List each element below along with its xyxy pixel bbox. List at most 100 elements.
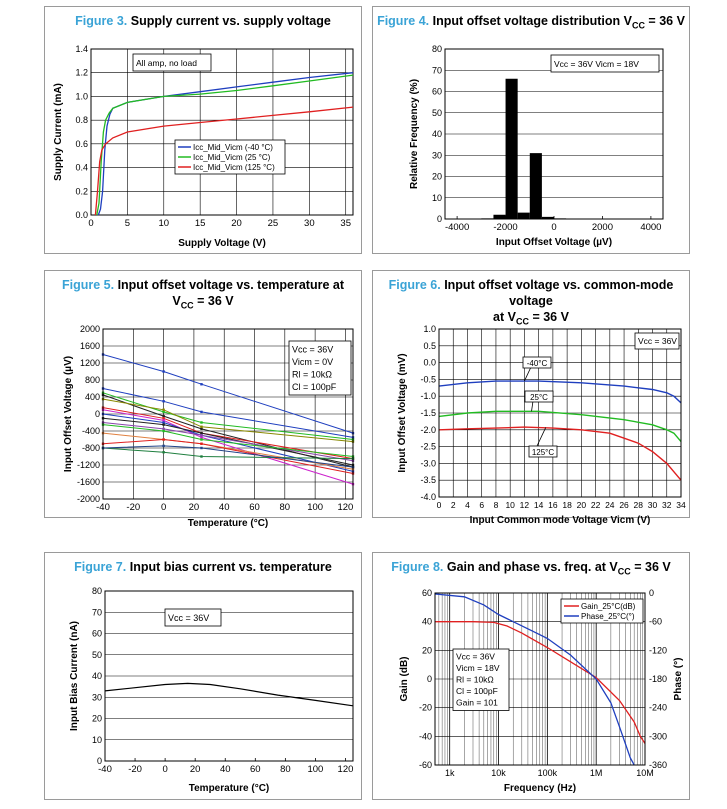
x-tick-label: 10 xyxy=(158,218,169,229)
x-tick-label: 40 xyxy=(219,502,230,513)
legend-box xyxy=(560,598,644,624)
histogram-bar xyxy=(529,153,542,219)
panel-fig7: Figure 7. Input bias current vs. tempera… xyxy=(44,552,362,800)
y-axis-label: Relative Frequency (%) xyxy=(409,79,420,189)
x-tick-label: 30 xyxy=(648,500,658,510)
x-tick-label: 80 xyxy=(280,764,291,775)
figure-title-text: Input bias current vs. temperature xyxy=(129,560,332,574)
y-tick-label: 40 xyxy=(432,129,442,139)
y-tick-label: -1.5 xyxy=(420,408,436,418)
y-tick-label: -3.5 xyxy=(420,475,436,485)
chart-fig6: 0 2 4 6 8 10 12 14 16 18 20 22 24 26 28 30 32 34-4.0-3.5-… xyxy=(397,324,686,526)
x-tick-label: -2000 xyxy=(493,222,517,233)
y-tick-label: 0.8 xyxy=(75,115,88,125)
series-marker xyxy=(162,417,165,420)
y-tick-label: -3.0 xyxy=(420,458,436,468)
callout-box xyxy=(528,445,558,458)
figure-title-tail: = 36 V xyxy=(193,294,234,308)
y-tick-label: 0.0 xyxy=(75,210,88,220)
x-tick-label: 1M xyxy=(590,768,603,778)
series-line xyxy=(438,426,682,481)
callout-box xyxy=(524,390,554,403)
series-marker xyxy=(162,427,165,431)
series-marker xyxy=(200,431,203,435)
chart-fig7: -40 -20 0 20 40 60 80 100 120 0 10 20 30 40 50 60 70 80 Vc… xyxy=(69,586,354,794)
y-tick-label: 30 xyxy=(432,150,442,160)
figure-title: Figure 7. Input bias current vs. tempera… xyxy=(45,559,361,575)
x-tick-label: 4000 xyxy=(640,222,661,233)
callout-leader xyxy=(536,427,547,447)
x-tick-label: 0 xyxy=(551,222,556,233)
y-tick-label: 60 xyxy=(432,87,442,97)
y2-tick-label: -360 xyxy=(649,760,667,770)
y-tick-label: 70 xyxy=(92,607,102,617)
y-tick-label: 0 xyxy=(95,409,100,419)
series-marker xyxy=(162,400,165,403)
annotation-text: Cl = 100pF xyxy=(456,686,498,696)
y-tick-label: -2.5 xyxy=(420,442,436,452)
y-tick-label: 400 xyxy=(85,392,100,402)
x-tick-label: 20 xyxy=(231,218,242,229)
series-line xyxy=(94,106,354,216)
legend-label: Phase_25°C(°) xyxy=(581,612,635,621)
annotation-box xyxy=(634,332,680,350)
x-tick-label: 2 xyxy=(451,500,456,510)
x-tick-label: 120 xyxy=(337,502,353,513)
x-tick-label: 100 xyxy=(307,764,323,775)
y-tick-label: 40 xyxy=(92,671,102,681)
legend-label: Icc_Mid_Vicm (125 °C) xyxy=(193,163,275,172)
legend-label: Gain_25°C(dB) xyxy=(581,602,636,611)
x-tick-label: 30 xyxy=(304,218,315,229)
series-line xyxy=(434,593,635,766)
x-tick-label: 22 xyxy=(591,500,601,510)
y-axis-label: Supply Current (mA) xyxy=(53,83,64,181)
annotation-text: Vcc = 36V xyxy=(456,652,495,662)
plot-frame xyxy=(444,48,664,220)
series-marker xyxy=(200,438,203,441)
chart-fig3: 0 5 10 15 20 25 30 35 0.0 0.2 0.4 0.6 0.8 1.0 1.2 1.4 Al… xyxy=(53,44,354,249)
y-tick-label: 2000 xyxy=(80,324,100,334)
x-tick-label: -40 xyxy=(96,502,110,513)
x-tick-label: 34 xyxy=(676,500,686,510)
y-tick-label: -0.5 xyxy=(420,374,436,384)
figure-title-tail: = 36 V xyxy=(630,560,671,574)
series-marker xyxy=(200,434,203,437)
x-axis-label: Temperature (°C) xyxy=(188,518,269,529)
x-tick-label: 12 xyxy=(520,500,530,510)
legend-label: Icc_Mid_Vicm (-40 °C) xyxy=(193,143,273,152)
y-tick-label: 20 xyxy=(92,714,102,724)
figure-title: Figure 5. Input offset voltage vs. tempe… xyxy=(45,277,361,314)
y-tick-label: 1600 xyxy=(80,341,100,351)
series-marker xyxy=(162,451,165,454)
callout-label: 125°C xyxy=(532,448,555,457)
y-tick-label: 1200 xyxy=(80,358,100,368)
figure-number: Figure 4. xyxy=(377,14,430,28)
x-tick-label: 20 xyxy=(190,764,201,775)
y-tick-label: 10 xyxy=(432,193,442,203)
y-tick-label: 80 xyxy=(432,44,442,54)
series-line xyxy=(102,424,354,457)
panel-fig8: Figure 8. Gain and phase vs. freq. at VC… xyxy=(372,552,690,800)
y-axis-label: Input Offset Voltage (mV) xyxy=(397,353,408,472)
annotation-text: Vicm = 18V xyxy=(456,663,500,673)
y2-tick-label: -60 xyxy=(649,617,662,627)
x-tick-label: 15 xyxy=(195,218,206,229)
y-tick-label: 1.0 xyxy=(75,91,88,101)
y-tick-label: -400 xyxy=(82,426,100,436)
panel-fig4: Figure 4. Input offset voltage distribut… xyxy=(372,6,690,254)
y-tick-label: -800 xyxy=(82,443,100,453)
chart-fig5: -40 -20 0 20 40 60 80 100 120 -2000 -1600 -1200 -800… xyxy=(63,324,355,529)
x-tick-label: -4000 xyxy=(445,222,469,233)
series-line xyxy=(102,445,354,468)
series-marker xyxy=(162,423,165,426)
x-tick-label: -20 xyxy=(126,502,140,513)
y-axis-label: Phase (°) xyxy=(673,658,684,701)
annotation-box xyxy=(550,54,660,73)
figure-title-tail: = 36 V xyxy=(528,310,569,324)
annotation-text: Vcc = 36V xyxy=(638,336,677,346)
x-tick-label: 28 xyxy=(634,500,644,510)
annotation-text: All amp, no load xyxy=(136,58,197,68)
y-tick-label: 20 xyxy=(422,645,432,655)
figure-title-text: Input offset voltage distribution V xyxy=(432,14,632,28)
callout-box xyxy=(522,356,552,369)
